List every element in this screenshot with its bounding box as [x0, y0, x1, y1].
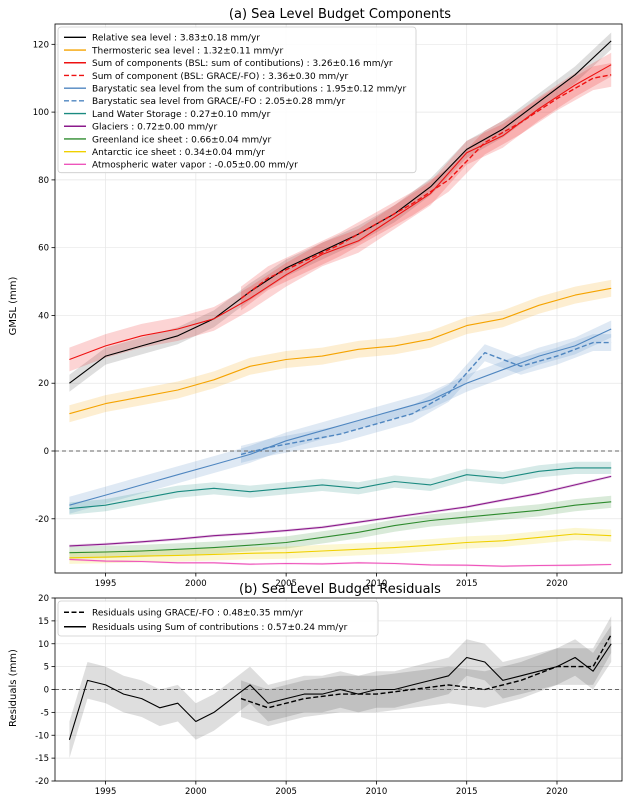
legend-label: Land Water Storage : 0.27±0.10 mm/yr	[92, 110, 271, 120]
band-barystatic-sea-level-from-the-sum-of-con	[69, 320, 612, 514]
y-tick-label: -15	[35, 754, 49, 764]
x-tick-label: 2020	[546, 579, 568, 589]
band-residuals-using-sum-of-contributions-0-5	[69, 625, 612, 759]
series-line-thermosteric-sea-level-1-32-0-11-mm-yr	[69, 287, 612, 415]
panel-a-title: (a) Sea Level Budget Components	[229, 7, 451, 22]
y-tick-label: 120	[33, 40, 49, 50]
legend-label: Sum of component (BSL: GRACE/-FO) : 3.36…	[92, 72, 349, 82]
y-tick-label: 5	[44, 663, 49, 673]
y-tick-label: 20	[38, 379, 49, 389]
band-greenland-ice-sheet-0-66-0-04-mm-yr	[69, 495, 612, 559]
y-tick-label: 15	[38, 617, 49, 627]
series-line-land-water-storage-0-27-0-10-mm-yr	[69, 467, 612, 510]
x-tick-label: 2010	[366, 787, 388, 797]
series-line-atmospheric-water-vapor-0-05-0-00-mm-yr	[69, 558, 612, 567]
legend-label: Barystatic sea level from GRACE/-FO : 2.…	[92, 97, 345, 107]
panel-a-series	[69, 40, 612, 567]
panel-a-x-ticks: 1995 2000 2005 2010 2015 2020	[95, 573, 568, 589]
band-relative-sea-level-3-83-0-18-mm-yr	[69, 32, 612, 392]
panel-b-bands	[69, 616, 612, 759]
x-tick-label: 1995	[95, 579, 117, 589]
x-tick-label: 2015	[456, 787, 478, 797]
x-tick-label: 1995	[95, 787, 117, 797]
x-tick-label: 2015	[456, 579, 478, 589]
series-line-antarctic-ice-sheet-0-34-0-04-mm-yr	[69, 533, 612, 559]
x-tick-label: 2020	[546, 787, 568, 797]
y-tick-label: 0	[44, 686, 49, 696]
series-line-greenland-ice-sheet-0-66-0-04-mm-yr	[69, 501, 612, 554]
legend-label: Antarctic ice sheet : 0.34±0.04 mm/yr	[92, 148, 265, 158]
panel-b-legend: Residuals using GRACE/-FO : 0.48±0.35 mm…	[57, 600, 379, 637]
series-line-barystatic-sea-level-from-grace-fo-2-05-	[240, 341, 612, 456]
y-tick-label: 10	[38, 640, 49, 650]
band-sum-of-components-bsl-sum-of-contibution	[69, 52, 612, 372]
band-residuals-using-grace-fo-0-48-0-35-mm-yr	[241, 616, 612, 727]
legend-label: Glaciers : 0.72±0.00 mm/yr	[92, 123, 217, 133]
y-tick-label: 40	[38, 311, 49, 321]
x-tick-label: 2010	[366, 579, 388, 589]
series-line-sum-of-component-bsl-grace-fo-3-36-0-30-	[240, 74, 612, 300]
legend-box	[57, 26, 417, 174]
panel-b-title: (b) Sea Level Budget Residuals	[239, 582, 441, 597]
legend-label: Relative sea level : 3.83±0.18 mm/yr	[92, 34, 260, 44]
y-tick-label: -5	[41, 708, 49, 718]
legend-label: Thermosteric sea level : 1.32±0.11 mm/yr	[91, 46, 283, 56]
panel-a-y-ticks: -20 0 20 40 60 80 100 120	[33, 40, 55, 525]
series-line-barystatic-sea-level-from-the-sum-of-con	[69, 328, 612, 506]
x-tick-label: 2000	[185, 579, 207, 589]
series-line-relative-sea-level-3-83-0-18-mm-yr	[69, 40, 612, 384]
y-tick-label: 80	[38, 176, 49, 186]
y-tick-label: 20	[38, 594, 49, 604]
y-tick-label: 0	[44, 447, 49, 457]
x-tick-label: 2005	[275, 787, 297, 797]
panel-a-ylabel: GMSL (mm)	[8, 277, 19, 336]
band-thermosteric-sea-level-1-32-0-11-mm-yr	[69, 279, 612, 423]
legend-label: Atmospheric water vapor : -0.05±0.00 mm/…	[92, 161, 298, 171]
panel-b-x-ticks: 1995 2000 2005 2010 2015 2020	[95, 781, 568, 797]
y-tick-label: -10	[35, 731, 49, 741]
panel-b-ylabel: Residuals (mm)	[8, 649, 19, 727]
y-tick-label: 100	[33, 108, 49, 118]
series-line-glaciers-0-72-0-00-mm-yr	[69, 475, 612, 547]
y-tick-label: 60	[38, 244, 49, 254]
y-tick-label: -20	[35, 515, 49, 525]
band-sum-of-component-bsl-grace-fo-3-36-0-30-	[241, 63, 612, 311]
band-barystatic-sea-level-from-grace-fo-2-05-	[241, 334, 612, 463]
legend-label: Residuals using Sum of contributions : 0…	[92, 623, 348, 633]
panel-a: (a) Sea Level Budget Components GMSL (mm…	[8, 7, 623, 589]
legend-box	[57, 600, 379, 637]
legend-label: Greenland ice sheet : 0.66±0.04 mm/yr	[92, 135, 272, 145]
legend-label: Sum of components (BSL: sum of contibuti…	[92, 59, 393, 69]
panel-b-series	[68, 634, 612, 740]
panel-b: (b) Sea Level Budget Residuals Residuals…	[8, 582, 623, 797]
series-line-residuals-using-sum-of-contributions-0-5	[68, 643, 612, 740]
panel-b-y-ticks: -20 -15 -10 -5 0 5 10 15 20	[35, 594, 55, 787]
x-tick-label: 2005	[275, 579, 297, 589]
y-tick-label: -20	[35, 777, 49, 787]
panel-a-legend: Relative sea level : 3.83±0.18 mm/yr Ther…	[57, 26, 417, 174]
x-tick-label: 2000	[185, 787, 207, 797]
panel-a-frame	[54, 23, 623, 574]
legend-label: Barystatic sea level from the sum of con…	[92, 84, 407, 94]
legend-label: Residuals using GRACE/-FO : 0.48±0.35 mm…	[92, 609, 303, 619]
